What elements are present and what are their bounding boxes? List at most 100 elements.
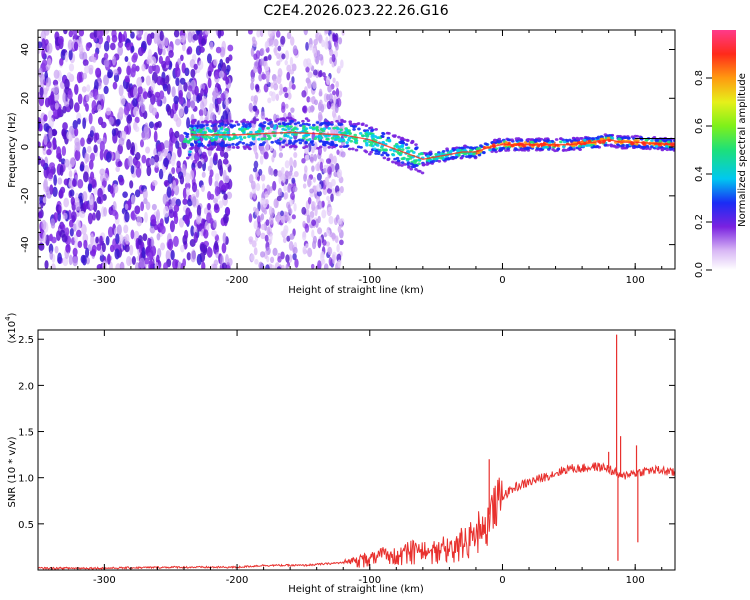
heatmap-cell: [156, 233, 161, 241]
heatmap-cell: [284, 211, 289, 219]
heatmap-cell: [288, 139, 292, 143]
heatmap-cell: [161, 60, 167, 69]
heatmap-cell: [167, 173, 173, 184]
heatmap-cell: [285, 143, 289, 147]
heatmap-cell: [190, 124, 195, 128]
heatmap-cell: [283, 192, 289, 200]
heatmap-cell: [272, 149, 277, 158]
heatmap-cell: [62, 92, 67, 103]
heatmap-cell: [250, 76, 255, 83]
heatmap-cell: [273, 169, 278, 177]
heatmap-cell: [634, 142, 639, 146]
heatmap-cell: [90, 233, 94, 245]
heatmap-cell: [53, 69, 60, 79]
heatmap-cell: [519, 139, 524, 142]
heatmap-cell: [138, 96, 144, 107]
heatmap-cell: [304, 127, 309, 131]
heatmap-cell: [313, 38, 318, 46]
heatmap-cell: [103, 52, 109, 60]
heatmap-cell: [210, 112, 216, 123]
heatmap-cell: [187, 85, 193, 92]
heatmap-cell: [151, 179, 158, 186]
heatmap-cell: [327, 166, 332, 175]
heatmap-cell: [336, 97, 342, 108]
heatmap-cell: [353, 133, 358, 137]
heatmap-cell: [90, 171, 95, 181]
heatmap-cell: [159, 30, 164, 42]
heatmap-cell: [217, 124, 222, 128]
heatmap-cell: [204, 30, 211, 35]
heatmap-cell: [63, 30, 68, 35]
heatmap-cell: [306, 119, 311, 122]
heatmap-cell: [65, 244, 70, 253]
heatmap-cell: [543, 137, 548, 141]
heatmap-cell: [633, 139, 637, 142]
heatmap-cell: [286, 31, 292, 40]
heatmap-cell: [107, 253, 111, 265]
heatmap-cell: [274, 140, 278, 143]
heatmap-cell: [309, 188, 314, 194]
heatmap-cell: [251, 137, 256, 141]
heatmap-cell: [210, 124, 215, 128]
heatmap-cell: [115, 233, 120, 245]
heatmap-cell: [384, 148, 388, 152]
heatmap-cell: [612, 144, 617, 148]
heatmap-cell: [331, 53, 336, 63]
heatmap-cell: [197, 144, 201, 148]
heatmap-cell: [293, 202, 297, 212]
heatmap-cell: [137, 86, 143, 95]
heatmap-cell: [146, 165, 152, 177]
heatmap-cell: [123, 224, 129, 234]
heatmap-cell: [70, 196, 75, 206]
heatmap-cell: [506, 147, 510, 151]
heatmap-cell: [276, 214, 281, 223]
heatmap-cell: [280, 35, 286, 45]
heatmap-cell: [141, 246, 146, 259]
heatmap-cell: [310, 263, 315, 269]
heatmap-cell: [39, 86, 44, 97]
heatmap-cell: [321, 209, 327, 219]
spectrogram-heatmap: [38, 30, 675, 269]
heatmap-cell: [190, 143, 195, 147]
heatmap-cell: [43, 178, 48, 190]
heatmap-cell: [87, 212, 93, 225]
heatmap-cell: [124, 233, 130, 245]
heatmap-cell: [185, 187, 190, 196]
heatmap-cell: [82, 72, 88, 80]
heatmap-cell: [667, 140, 671, 144]
heatmap-cell: [264, 65, 270, 72]
heatmap-cell: [318, 114, 323, 122]
heatmap-cell: [290, 107, 295, 113]
heatmap-cell: [290, 128, 295, 132]
heatmap-cell: [587, 137, 592, 140]
heatmap-cell: [189, 169, 195, 181]
heatmap-cell: [587, 139, 592, 143]
heatmap-cell: [316, 183, 322, 193]
heatmap-cell: [141, 63, 146, 72]
heatmap-cell: [38, 155, 41, 165]
heatmap-cell: [131, 63, 137, 73]
heatmap-cell: [147, 252, 153, 261]
heatmap-cell: [97, 104, 102, 112]
heatmap-cell: [476, 151, 481, 155]
heatmap-cell: [196, 93, 201, 104]
heatmap-cell: [316, 172, 322, 181]
heatmap-cell: [396, 159, 401, 163]
heatmap-cell: [145, 201, 151, 211]
heatmap-cell: [194, 151, 200, 162]
heatmap-cell: [171, 86, 176, 98]
heatmap-cell: [205, 123, 209, 127]
heatmap-cell: [277, 68, 283, 78]
heatmap-cell: [172, 258, 178, 269]
heatmap-cell: [74, 127, 79, 137]
heatmap-cell: [59, 58, 64, 66]
heatmap-cell: [112, 183, 119, 194]
heatmap-cell: [136, 77, 143, 88]
heatmap-cell: [209, 130, 214, 133]
heatmap-cell: [149, 225, 156, 234]
heatmap-cell: [81, 224, 87, 235]
heatmap-cell: [124, 56, 129, 63]
heatmap-cell: [277, 122, 282, 126]
heatmap-cell: [313, 69, 318, 76]
heatmap-cell: [281, 145, 286, 149]
